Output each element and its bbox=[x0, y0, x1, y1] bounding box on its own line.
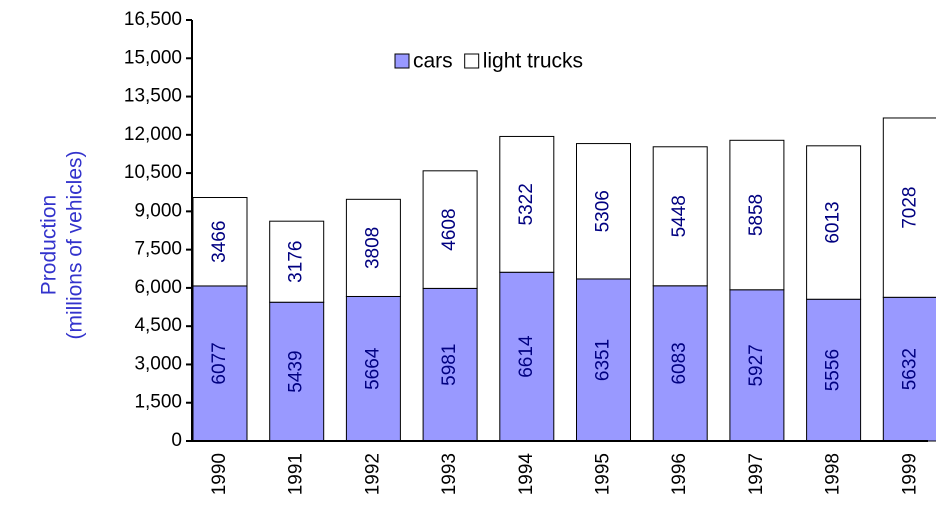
y-tick-label: 4,500 bbox=[134, 315, 182, 336]
bar-segment bbox=[345, 198, 401, 297]
value-label: 5556 bbox=[823, 349, 844, 391]
value-label: 5306 bbox=[593, 190, 614, 232]
bar-segment bbox=[499, 135, 555, 273]
y-tick-label: 10,500 bbox=[124, 162, 182, 183]
value-label: 6077 bbox=[209, 342, 230, 384]
y-tick-label: 3,000 bbox=[134, 353, 182, 374]
value-label: 3808 bbox=[362, 227, 383, 269]
y-tick-label: 9,000 bbox=[134, 200, 182, 221]
x-tick-label: 1998 bbox=[823, 453, 844, 495]
bar-segment bbox=[269, 220, 325, 303]
bar-segment bbox=[806, 145, 862, 300]
legend-label: light trucks bbox=[483, 50, 583, 73]
y-tick-label: 16,500 bbox=[124, 9, 182, 30]
bar-segment bbox=[729, 139, 785, 291]
value-label: 5439 bbox=[286, 350, 307, 392]
x-tick-label: 1997 bbox=[746, 453, 767, 495]
y-tick-label: 13,500 bbox=[124, 86, 182, 107]
y-tick-label: 12,000 bbox=[124, 124, 182, 145]
bar-segment bbox=[652, 146, 708, 287]
legend-label: cars bbox=[413, 50, 453, 73]
value-label: 5927 bbox=[746, 344, 767, 386]
y-tick-label: 0 bbox=[171, 430, 182, 451]
y-axis-label: Production bbox=[38, 195, 61, 295]
value-label: 5448 bbox=[669, 195, 690, 237]
bar-segment bbox=[576, 143, 631, 280]
bar-segment bbox=[422, 170, 478, 289]
value-label: 5664 bbox=[362, 347, 383, 390]
y-tick-label: 7,500 bbox=[134, 239, 182, 260]
bar-segment bbox=[192, 285, 248, 442]
value-label: 7028 bbox=[899, 186, 920, 228]
x-tick-label: 1995 bbox=[593, 453, 614, 495]
x-tick-label: 1993 bbox=[439, 453, 460, 495]
value-label: 5322 bbox=[516, 183, 537, 225]
y-tick-label: 6,000 bbox=[134, 277, 182, 298]
bar-segment bbox=[576, 278, 631, 442]
bar-segment bbox=[192, 197, 248, 287]
legend-swatch bbox=[394, 53, 410, 69]
value-label: 6614 bbox=[516, 335, 537, 378]
legend-swatch bbox=[464, 53, 480, 69]
x-tick-label: 1996 bbox=[669, 453, 690, 495]
value-label: 6013 bbox=[823, 201, 844, 243]
value-label: 4608 bbox=[439, 208, 460, 250]
value-label: 5632 bbox=[899, 348, 920, 390]
value-label: 6351 bbox=[593, 339, 614, 381]
x-tick-label: 1992 bbox=[362, 453, 383, 495]
y-tick-label: 1,500 bbox=[134, 392, 182, 413]
value-label: 3176 bbox=[286, 241, 307, 283]
value-label: 3466 bbox=[209, 221, 230, 263]
value-label: 5858 bbox=[746, 194, 767, 236]
bar-segment bbox=[882, 117, 936, 298]
x-tick-label: 1999 bbox=[899, 453, 920, 495]
bar-segment bbox=[806, 298, 862, 442]
bar-segment bbox=[422, 287, 478, 442]
value-label: 5981 bbox=[439, 344, 460, 386]
x-tick-label: 1990 bbox=[209, 453, 230, 495]
y-tick-label: 15,000 bbox=[124, 47, 182, 68]
value-label: 6083 bbox=[669, 342, 690, 384]
x-tick-label: 1991 bbox=[286, 453, 307, 495]
y-axis-label: (millions of vehicles) bbox=[64, 150, 87, 339]
x-tick-label: 1994 bbox=[516, 453, 537, 496]
